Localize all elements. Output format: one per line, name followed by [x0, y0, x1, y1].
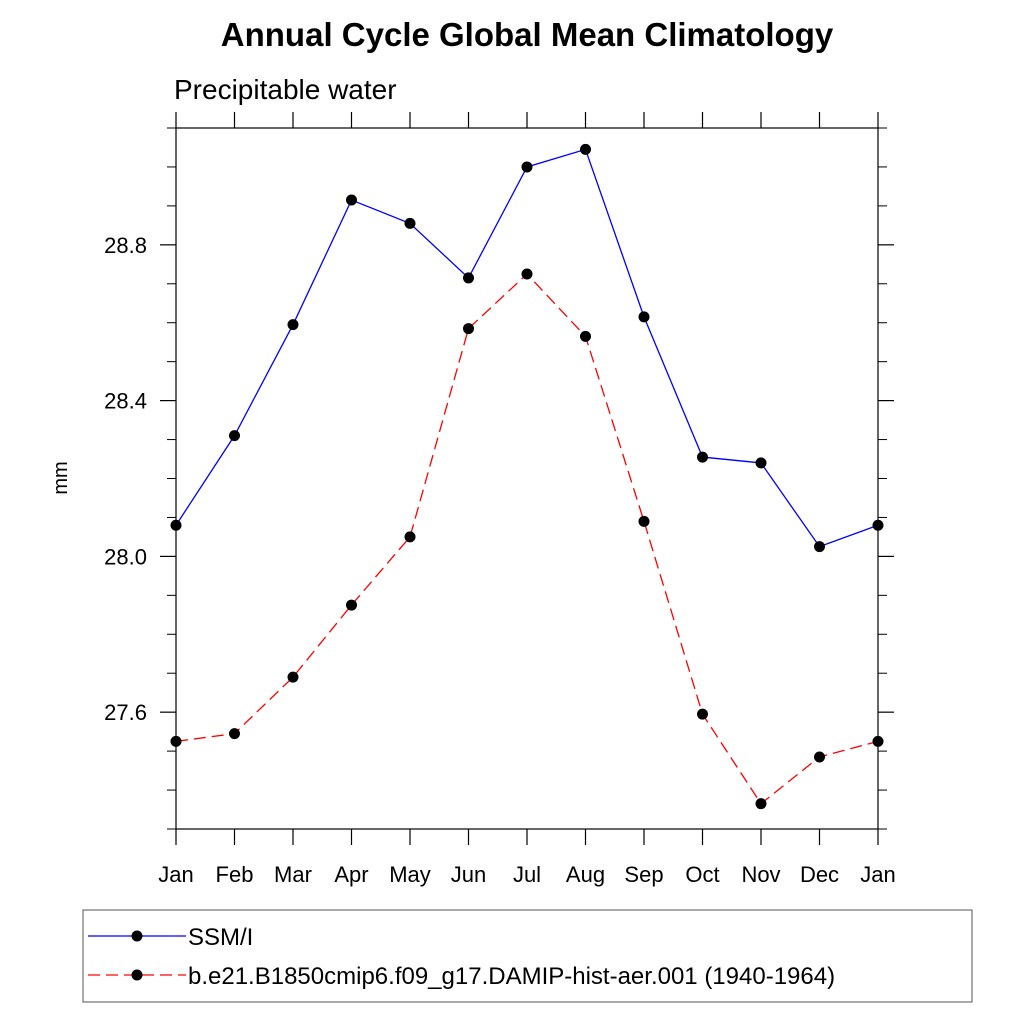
series-line: [175, 148, 879, 548]
x-tick-label: Jan: [860, 862, 895, 887]
y-tick-label: 28.0: [104, 544, 147, 569]
data-point: [521, 161, 533, 173]
data-point: [697, 451, 708, 463]
data-point: [580, 330, 591, 342]
data-point: [755, 457, 767, 469]
data-point: [229, 728, 240, 740]
x-tick-label: Oct: [685, 862, 719, 887]
x-tick-label: May: [389, 862, 431, 887]
chart-title: Annual Cycle Global Mean Climatology: [221, 16, 834, 53]
data-point: [287, 671, 299, 683]
data-point: [463, 323, 474, 335]
data-point: [404, 531, 416, 543]
x-tick-label: Nov: [741, 862, 780, 887]
x-tick-label: Jul: [513, 862, 541, 887]
data-point: [463, 272, 474, 284]
x-tick-label: Jan: [158, 862, 193, 887]
data-point: [404, 217, 416, 229]
data-point: [346, 194, 357, 206]
y-tick-label: 27.6: [104, 700, 147, 725]
series-layer: [170, 143, 884, 810]
chart-subtitle: Precipitable water: [174, 74, 397, 105]
legend-marker: [131, 969, 143, 981]
series-2: [170, 268, 884, 810]
x-tick-label: Dec: [800, 862, 839, 887]
data-point: [814, 541, 825, 553]
series-line: [175, 273, 879, 805]
series-1: [170, 143, 884, 553]
plot-frame: [175, 127, 879, 830]
x-tick-label: Jun: [451, 862, 486, 887]
x-tick-label: Feb: [216, 862, 254, 887]
legend-item-1: SSM/I: [88, 924, 253, 951]
data-point: [755, 798, 767, 810]
legend: SSM/I b.e21.B1850cmip6.f09_g17.DAMIP-hist…: [82, 909, 973, 1003]
x-tick-label: Apr: [334, 862, 368, 887]
y-tick-label: 28.4: [104, 389, 147, 414]
data-point: [287, 319, 299, 331]
data-point: [521, 268, 533, 280]
legend-item-2: b.e21.B1850cmip6.f09_g17.DAMIP-hist-aer.…: [88, 963, 835, 990]
y-tick-label: 28.8: [104, 233, 147, 258]
data-point: [638, 311, 650, 323]
y-axis-label: mm: [50, 461, 72, 494]
legend-label: SSM/I: [188, 924, 253, 951]
axis-ticks: Jan Feb Mar Apr May Jun Jul Aug Sep Oct Nov Dec Jan 2…: [104, 112, 896, 887]
legend-label: b.e21.B1850cmip6.f09_g17.DAMIP-hist-aer.…: [188, 963, 835, 990]
x-tick-label: Mar: [274, 862, 312, 887]
data-point: [229, 430, 240, 442]
data-point: [697, 708, 708, 720]
x-tick-label: Sep: [624, 862, 663, 887]
legend-marker: [131, 930, 143, 942]
data-point: [346, 599, 357, 611]
legend-box: [82, 909, 973, 1003]
data-point: [638, 515, 650, 527]
data-point: [580, 143, 591, 155]
x-tick-label: Aug: [566, 862, 605, 887]
data-point: [814, 751, 825, 763]
